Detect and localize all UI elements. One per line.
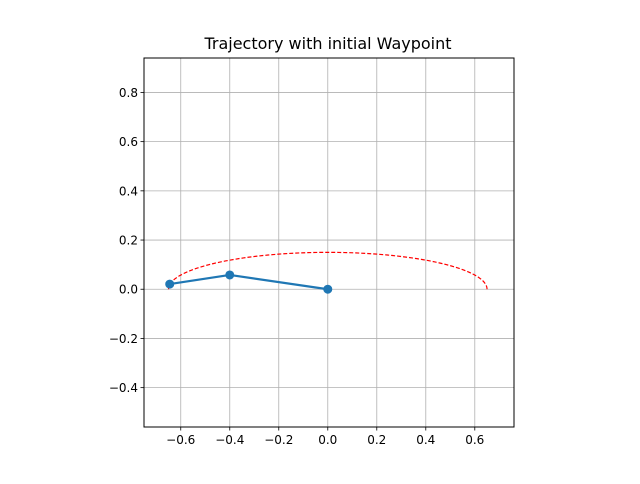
x-tick-label: 0.2	[367, 433, 386, 447]
y-tick-label: −0.2	[109, 332, 138, 346]
dashed-arc-path	[167, 251, 488, 290]
y-tick-label: 0.6	[119, 135, 138, 149]
x-tick-label: −0.6	[166, 433, 195, 447]
x-tick-label: −0.2	[264, 433, 293, 447]
chart-title: Trajectory with initial Waypoint	[203, 34, 451, 53]
waypoint-marker	[165, 279, 175, 289]
y-tick-label: 0.0	[119, 283, 138, 297]
y-tick-label: 0.2	[119, 234, 138, 248]
x-tick-label: 0.4	[416, 433, 435, 447]
x-tick-label: 0.0	[318, 433, 337, 447]
grid-lines	[144, 58, 514, 427]
y-tick-label: 0.4	[119, 184, 138, 198]
x-tick-label: 0.6	[465, 433, 484, 447]
waypoint-marker	[225, 270, 235, 280]
axes-frame	[143, 57, 515, 428]
trajectory-line	[169, 273, 328, 291]
x-tick-label: −0.4	[215, 433, 244, 447]
waypoint-marker	[323, 284, 333, 294]
y-tick-label: −0.4	[109, 381, 138, 395]
y-tick-label: 0.8	[119, 86, 138, 100]
